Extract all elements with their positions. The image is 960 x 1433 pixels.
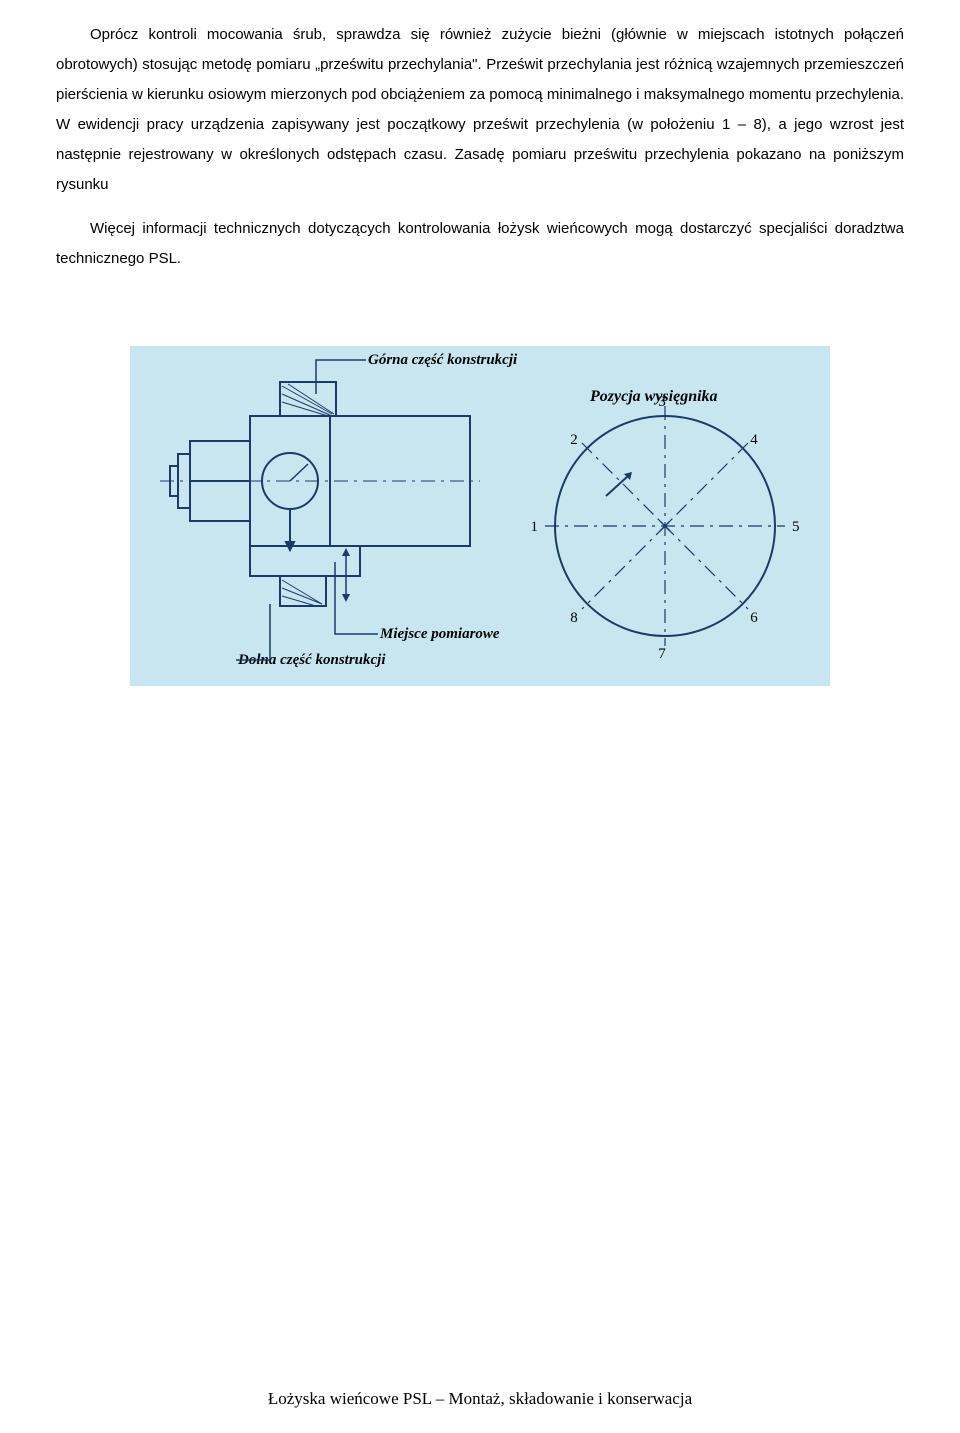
cross-section-svg <box>130 346 490 686</box>
figure-container: Górna część konstrukcji Pozycja wysięgni… <box>56 346 904 686</box>
paragraph-2: Więcej informacji technicznych dotyczący… <box>56 214 904 274</box>
pos-7: 7 <box>658 646 666 662</box>
pos-6: 6 <box>750 610 758 626</box>
pos-8: 8 <box>570 610 578 626</box>
page-footer: Łożyska wieńcowe PSL – Montaż, składowan… <box>0 1389 960 1409</box>
pos-4: 4 <box>750 432 758 448</box>
position-wheel-svg: 3 4 5 6 7 8 1 2 <box>510 376 830 696</box>
paragraph-1: Oprócz kontroli mocowania śrub, sprawdza… <box>56 20 904 200</box>
page: Oprócz kontroli mocowania śrub, sprawdza… <box>0 0 960 1433</box>
pos-3: 3 <box>658 394 666 410</box>
pos-2: 2 <box>570 432 578 448</box>
tilting-clearance-figure: Górna część konstrukcji Pozycja wysięgni… <box>130 346 830 686</box>
pos-1: 1 <box>531 519 539 535</box>
pos-5: 5 <box>792 519 800 535</box>
